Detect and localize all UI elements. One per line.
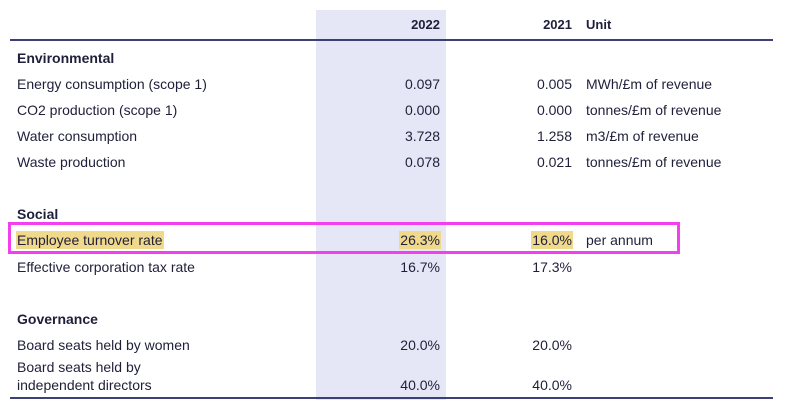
header-2022: 2022 [411,17,440,32]
top-rule [10,39,773,41]
value-2022-highlight: 26.3% [399,231,441,249]
unit: tonnes/£m of revenue [586,154,722,170]
value-2022: 0.000 [404,102,440,118]
row-label: Energy consumption (scope 1) [17,76,207,92]
value-2021: 20.0% [532,337,572,353]
value-2021-highlight: 16.0% [531,231,573,249]
unit: m3/£m of revenue [586,128,699,144]
value-2022: 16.7% [400,259,440,275]
value-2022: 20.0% [400,337,440,353]
row-label-line1: Board seats held by [17,359,141,375]
value-2022: 26.3% [340,231,441,249]
section-title-social: Social [17,206,59,222]
section-title-governance: Governance [17,311,98,327]
value-2022: 0.078 [404,154,440,170]
focus-highlight-box [8,222,680,254]
header-2021: 2021 [543,17,572,32]
row-label: CO2 production (scope 1) [17,102,178,118]
value-2021: 17.3% [532,259,572,275]
bottom-rule [10,397,773,399]
row-label-line2: independent directors [17,377,152,393]
value-2021: 16.0% [470,231,573,249]
row-label: Effective corporation tax rate [17,259,195,275]
row-label: Water consumption [17,128,138,144]
row-label: Board seats held by women [17,337,190,353]
value-2021: 0.005 [536,76,572,92]
header-unit: Unit [586,17,612,32]
value-2021: 0.000 [536,102,572,118]
value-2022: 40.0% [400,377,440,393]
row-label: Employee turnover rate [16,231,164,249]
value-2021: 0.021 [536,154,572,170]
unit: tonnes/£m of revenue [586,102,722,118]
year-2022-column-highlight [316,10,446,400]
unit: per annum [586,232,653,248]
section-title-environmental: Environmental [17,50,115,66]
value-2021: 1.258 [536,128,572,144]
value-2021: 40.0% [532,377,572,393]
value-2022: 0.097 [404,76,440,92]
value-2022: 3.728 [404,128,440,144]
row-label: Waste production [17,154,126,170]
row-label-highlight: Employee turnover rate [16,231,164,249]
unit: MWh/£m of revenue [586,76,713,92]
